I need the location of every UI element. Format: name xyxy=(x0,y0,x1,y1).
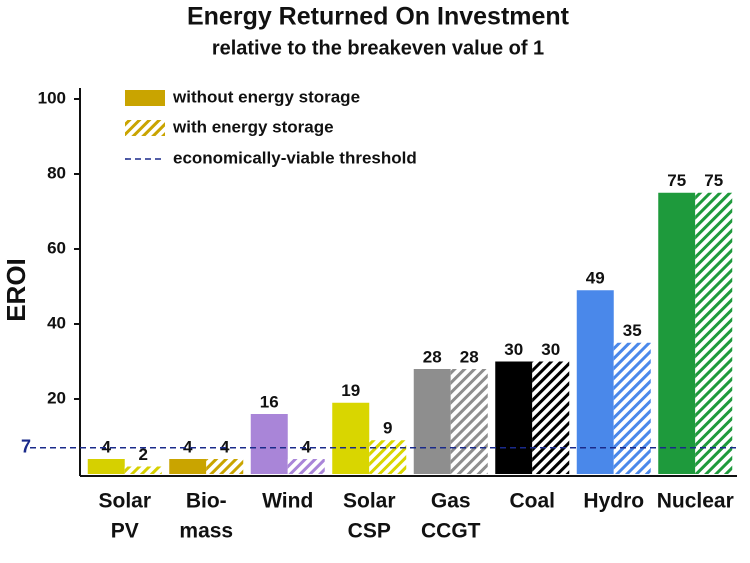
legend-label: without energy storage xyxy=(172,87,360,106)
x-tick-label: Bio- xyxy=(186,490,227,513)
x-tick-label: Nuclear xyxy=(657,490,734,513)
bar xyxy=(369,440,407,474)
value-label: 4 xyxy=(183,437,193,456)
y-tick-label: 100 xyxy=(38,88,66,107)
bar xyxy=(413,369,451,474)
y-tick-label: 60 xyxy=(47,238,66,257)
value-label: 75 xyxy=(704,171,723,190)
value-label: 4 xyxy=(302,437,312,456)
x-tick-label: Coal xyxy=(509,490,555,513)
bar xyxy=(532,361,570,474)
bar xyxy=(206,459,244,474)
y-axis-label: EROI xyxy=(1,258,31,322)
threshold-label: 7 xyxy=(21,437,31,457)
legend-label: economically-viable threshold xyxy=(173,148,417,167)
value-label: 2 xyxy=(139,445,148,464)
value-label: 49 xyxy=(586,269,605,288)
bar xyxy=(87,459,125,474)
value-label: 30 xyxy=(504,340,523,359)
value-label: 75 xyxy=(667,171,686,190)
value-label: 30 xyxy=(541,340,560,359)
chart-subtitle: relative to the breakeven value of 1 xyxy=(212,37,544,59)
bar xyxy=(695,192,733,474)
value-label: 16 xyxy=(260,392,279,411)
bar xyxy=(250,414,288,474)
value-label: 28 xyxy=(423,347,442,366)
bar xyxy=(658,192,696,474)
y-tick-label: 80 xyxy=(47,163,66,182)
bar xyxy=(576,290,614,474)
bar xyxy=(287,459,325,474)
chart-title: Energy Returned On Investment xyxy=(187,3,570,31)
value-label: 28 xyxy=(460,347,479,366)
bar xyxy=(332,402,370,474)
value-label: 4 xyxy=(102,437,112,456)
bar xyxy=(495,361,533,474)
bar xyxy=(613,342,651,474)
x-tick-label: CSP xyxy=(348,520,391,543)
legend-swatch xyxy=(125,90,165,106)
legend-swatch xyxy=(125,120,165,136)
x-tick-label: Hydro xyxy=(583,490,644,513)
value-label: 9 xyxy=(383,419,392,438)
value-label: 35 xyxy=(623,321,642,340)
x-tick-label: Solar xyxy=(343,490,396,513)
x-tick-label: Gas xyxy=(431,490,471,513)
y-tick-label: 40 xyxy=(47,313,66,332)
x-tick-label: mass xyxy=(179,520,233,543)
x-tick-label: Solar xyxy=(98,490,151,513)
bar xyxy=(450,369,488,474)
bar xyxy=(124,466,162,474)
y-tick-label: 20 xyxy=(47,388,66,407)
legend-label: with energy storage xyxy=(172,117,334,136)
x-tick-label: PV xyxy=(111,520,139,543)
x-tick-label: CCGT xyxy=(421,520,481,543)
x-tick-label: Wind xyxy=(262,490,313,513)
value-label: 19 xyxy=(341,381,360,400)
bar xyxy=(169,459,207,474)
